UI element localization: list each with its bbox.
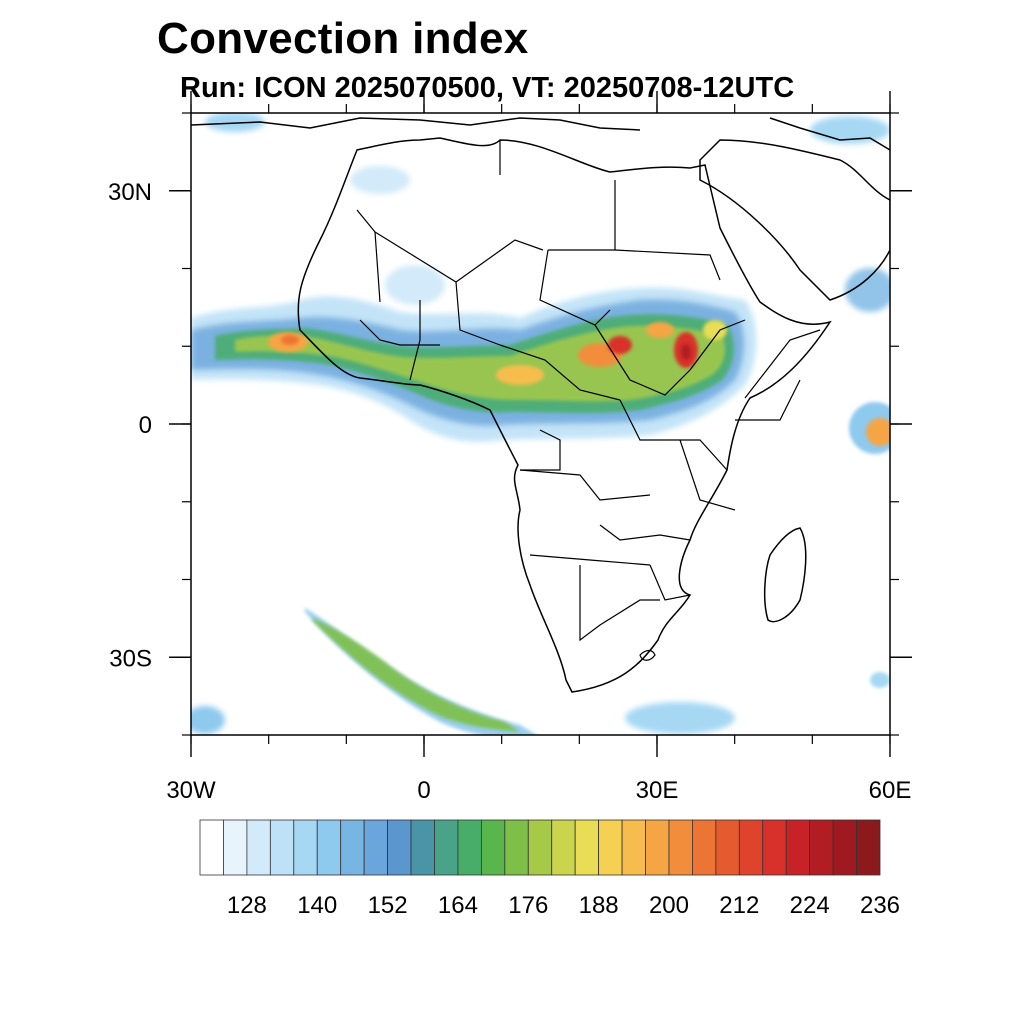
colorbar-label: 200 [649,892,689,919]
colorbar-label: 224 [790,892,830,919]
coastlines [191,117,890,693]
convection-arabian-sea [845,268,890,312]
colorbar-swatch [809,819,834,876]
colorbar-swatch [504,819,529,876]
colorbar-swatch [434,819,459,876]
turkey-coastline [769,117,890,151]
colorbar-swatch [785,819,811,876]
convection-southern-front-core [312,618,520,732]
convection-patch-southeast [870,672,890,688]
y-tick-label: 30N [108,179,152,206]
x-tick-label: 30W [166,777,216,804]
colorbar-swatch [645,819,670,876]
colorbar-swatch [832,819,857,876]
convection-patch-madagascar-south [625,702,735,734]
colorbar-swatch [269,819,295,876]
colorbar-swatch [387,819,412,876]
axes: 30W 0 30E 60E 30N 0 30S [108,91,912,804]
africa-coastline [297,137,832,693]
hotspot-guinea-core [281,335,299,345]
europe-coastline [191,117,641,131]
colorbar-swatch [551,819,576,876]
colorbar-swatch [668,819,693,876]
convection-southern-front-outer [305,608,537,735]
y-tick-label: 30S [109,645,152,672]
colorbar-swatch [293,819,318,876]
colorbar-swatch [527,819,553,876]
colorbar-swatch [363,819,388,876]
colorbar-label: 176 [508,892,548,919]
x-tick-label: 0 [417,777,430,804]
colorbar-label: 152 [368,892,408,919]
colorbar: 128 140 152 164 176 188 200 212 224 236 [199,819,900,919]
y-tick-label: 0 [139,412,152,439]
colorbar-swatch [410,819,435,876]
colorbar-swatch [598,819,623,876]
colorbar-swatch [199,819,224,876]
convection-patch-southwest [191,706,225,734]
colorbar-swatch [246,819,271,876]
colorbar-swatch [715,819,740,876]
hotspot-south-sudan [646,322,674,338]
x-tick-label: 60E [869,777,912,804]
hotspot-nigeria [496,365,544,385]
colorbar-swatch [692,819,717,876]
arabia-coastline [699,139,890,301]
colorbar-swatch [738,819,764,876]
colorbar-swatch [316,819,342,876]
country-borders [356,140,821,661]
hotspot-sudan [608,336,632,354]
colorbar-swatch [457,819,482,876]
colorbar-label: 236 [860,892,900,919]
hotspot-east [703,320,727,340]
colorbar-swatch [762,819,787,876]
colorbar-label: 128 [227,892,267,919]
convection-indian-ocean-core [866,418,890,446]
colorbar-swatch [223,819,248,876]
madagascar-coastline [763,527,807,623]
map-title: Convection index [157,14,529,63]
colorbar-swatch [621,819,646,876]
colorbar-label: 140 [297,892,337,919]
colorbar-label: 188 [579,892,619,919]
map-subtitle: Run: ICON 2025070500, VT: 20250708-12UTC [180,72,795,104]
colorbar-swatch [480,819,506,876]
colorbar-swatch [856,819,881,876]
hotspot-ethiopia-core [681,344,691,360]
x-tick-label: 30E [636,777,679,804]
convection-patch-sahara [385,265,445,305]
convection-patch-atlas [350,166,410,194]
colorbar-swatch [574,819,600,876]
colorbar-swatch [340,819,365,876]
colorbar-label: 212 [719,892,759,919]
colorbar-label: 164 [438,892,478,919]
